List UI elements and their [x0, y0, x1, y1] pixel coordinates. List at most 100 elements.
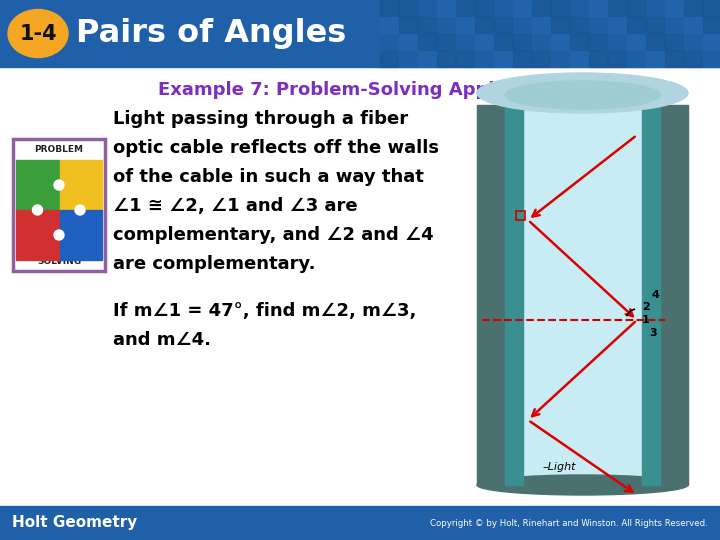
Bar — [456, 34, 474, 50]
Bar — [532, 34, 550, 50]
Bar — [516, 211, 525, 220]
Bar — [456, 51, 474, 67]
Bar — [660, 105, 688, 485]
Bar — [608, 51, 626, 67]
Bar — [475, 34, 493, 50]
Text: ∠1 ≅ ∠2, ∠1 and ∠3 are: ∠1 ≅ ∠2, ∠1 and ∠3 are — [113, 197, 358, 215]
Bar — [608, 17, 626, 33]
Bar — [456, 17, 474, 33]
Bar — [60, 160, 102, 210]
Bar — [551, 34, 569, 50]
Bar — [418, 34, 436, 50]
Bar — [608, 34, 626, 50]
Bar — [703, 17, 720, 33]
Bar — [513, 0, 531, 16]
Bar — [399, 34, 417, 50]
Bar — [665, 0, 683, 16]
Bar — [570, 0, 588, 16]
Bar — [475, 17, 493, 33]
Bar — [437, 34, 455, 50]
Bar — [703, 51, 720, 67]
Bar — [456, 0, 474, 16]
Bar — [475, 51, 493, 67]
Text: –Light: –Light — [543, 462, 577, 472]
Bar — [418, 17, 436, 33]
Text: optic cable reflects off the walls: optic cable reflects off the walls — [113, 139, 439, 157]
Bar — [494, 0, 512, 16]
Bar — [437, 17, 455, 33]
Bar — [513, 17, 531, 33]
Bar — [646, 0, 664, 16]
Bar — [477, 105, 505, 485]
Bar — [665, 51, 683, 67]
Bar — [399, 51, 417, 67]
Bar — [60, 210, 102, 260]
Bar — [684, 51, 702, 67]
Bar — [589, 34, 607, 50]
Bar — [627, 34, 645, 50]
Text: and m∠4.: and m∠4. — [113, 331, 211, 349]
Bar — [475, 0, 493, 16]
Bar — [494, 51, 512, 67]
Bar — [380, 51, 398, 67]
Bar — [551, 51, 569, 67]
Text: are complementary.: are complementary. — [113, 255, 315, 273]
Text: 3: 3 — [649, 328, 657, 338]
Bar — [437, 0, 455, 16]
Circle shape — [32, 205, 42, 215]
Bar — [16, 210, 59, 260]
Bar — [513, 34, 531, 50]
Ellipse shape — [477, 475, 688, 495]
Bar — [532, 51, 550, 67]
Bar — [437, 51, 455, 67]
Text: Pairs of Angles: Pairs of Angles — [76, 18, 346, 49]
Bar — [505, 105, 523, 485]
Bar — [0, 0, 720, 67]
Text: Copyright © by Holt, Rinehart and Winston. All Rights Reserved.: Copyright © by Holt, Rinehart and Winsto… — [431, 518, 708, 528]
Bar — [589, 0, 607, 16]
Bar — [646, 51, 664, 67]
Bar — [494, 17, 512, 33]
Bar — [589, 51, 607, 67]
Bar — [570, 34, 588, 50]
Bar — [627, 0, 645, 16]
Bar — [646, 17, 664, 33]
Ellipse shape — [505, 81, 660, 109]
Circle shape — [54, 230, 64, 240]
Bar — [380, 17, 398, 33]
Ellipse shape — [477, 73, 688, 113]
Text: If m∠1 = 47°, find m∠2, m∠3,: If m∠1 = 47°, find m∠2, m∠3, — [113, 302, 416, 320]
Circle shape — [75, 205, 85, 215]
Text: 4: 4 — [652, 290, 660, 300]
Bar — [665, 34, 683, 50]
Bar — [703, 0, 720, 16]
Bar — [627, 51, 645, 67]
Bar — [608, 0, 626, 16]
Text: Example 7: Problem-Solving Application: Example 7: Problem-Solving Application — [158, 81, 562, 99]
Bar — [570, 51, 588, 67]
Bar — [627, 17, 645, 33]
Bar — [380, 34, 398, 50]
Bar — [418, 51, 436, 67]
Text: PROBLEM: PROBLEM — [35, 145, 84, 153]
Bar — [494, 34, 512, 50]
Bar — [551, 17, 569, 33]
Bar — [16, 160, 59, 210]
Bar — [399, 0, 417, 16]
FancyBboxPatch shape — [13, 139, 105, 271]
Bar — [551, 0, 569, 16]
Text: SOLVING: SOLVING — [37, 256, 81, 266]
Bar — [642, 105, 660, 485]
Bar — [513, 51, 531, 67]
Text: complementary, and ∠2 and ∠4: complementary, and ∠2 and ∠4 — [113, 226, 433, 244]
Bar — [532, 17, 550, 33]
Bar — [703, 34, 720, 50]
Bar — [684, 34, 702, 50]
Text: Light passing through a fiber: Light passing through a fiber — [113, 110, 408, 128]
Bar — [570, 17, 588, 33]
Bar — [684, 17, 702, 33]
Text: Holt Geometry: Holt Geometry — [12, 516, 138, 530]
Bar — [418, 0, 436, 16]
Bar — [665, 17, 683, 33]
Bar — [523, 105, 642, 485]
